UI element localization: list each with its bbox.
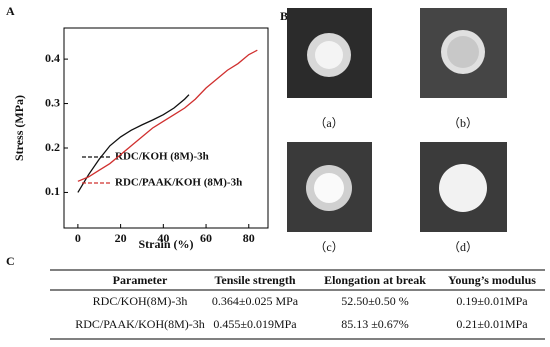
table-cell: RDC/PAAK/KOH(8M)-3h: [75, 317, 205, 331]
y-tick-label: 0.1: [45, 184, 60, 198]
panel-label: C: [6, 254, 15, 268]
table-header: Parameter: [113, 273, 168, 287]
photo-caption: （d）: [448, 240, 478, 254]
x-tick-label: 20: [115, 231, 127, 245]
photo-caption: （a）: [314, 116, 343, 130]
table-cell: RDC/KOH(8M)-3h: [93, 294, 188, 308]
x-tick-label: 80: [243, 231, 255, 245]
plot-frame: [63, 27, 269, 229]
y-tick-label: 0.2: [45, 140, 60, 154]
data-line: [77, 49, 258, 182]
x-tick-label: 40: [157, 231, 169, 245]
x-tick-label: 0: [75, 231, 81, 245]
table-header: Elongation at break: [324, 273, 426, 287]
table-cell: 85.13 ±0.67%: [341, 317, 409, 331]
table-cell: 0.19±0.01MPa: [456, 294, 528, 308]
table-header: Tensile strength: [214, 273, 295, 287]
photo: [287, 8, 507, 232]
legend-label: RDC/PAAK/KOH (8M)-3h: [115, 177, 242, 189]
y-tick-label: 0.4: [45, 51, 60, 65]
data-line: [77, 94, 190, 193]
y-axis-label: Stress (MPa): [12, 95, 26, 161]
panel-label: A: [6, 4, 15, 18]
photo-caption: （c）: [314, 240, 343, 254]
panel-label: B: [280, 9, 288, 23]
photo-caption: （b）: [448, 116, 478, 130]
table-cell: 0.21±0.01MPa: [456, 317, 528, 331]
table-cell: 52.50±0.50 %: [341, 294, 409, 308]
legend-label: RDC/KOH (8M)-3h: [115, 151, 209, 163]
table-cell: 0.455±0.019MPa: [213, 317, 297, 331]
table-header: Young’s modulus: [448, 273, 536, 287]
y-tick-label: 0.3: [45, 95, 60, 109]
x-axis-label: Strain (%): [139, 237, 194, 251]
table-cell: 0.364±0.025 MPa: [212, 294, 299, 308]
x-tick-label: 60: [200, 231, 212, 245]
